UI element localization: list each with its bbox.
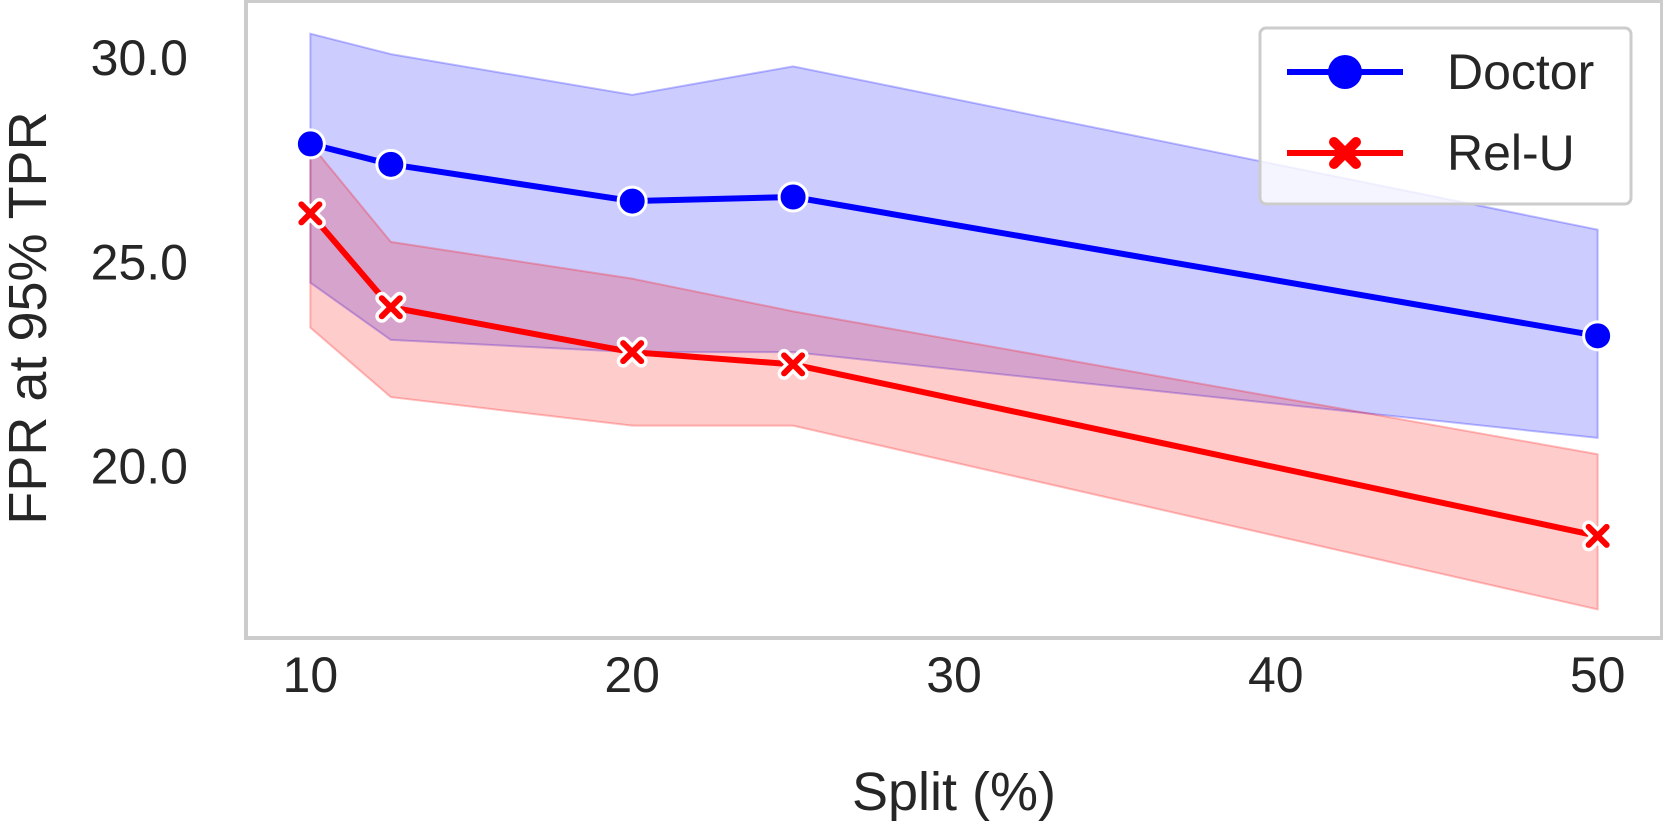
point-doctor-3 — [777, 181, 809, 213]
point-doctor-0 — [294, 128, 326, 160]
x-tick-label-1: 20 — [604, 647, 660, 703]
legend-marker-doctor — [1328, 55, 1362, 89]
legend-marker-rel-u — [1329, 137, 1361, 169]
y-axis-label: FPR at 95% TPR — [0, 111, 58, 524]
legend-label-doctor: Doctor — [1447, 44, 1594, 100]
y-axis-ticks: 20.0 25.0 30.0 — [91, 30, 188, 494]
point-rel-u-2 — [616, 336, 648, 368]
x-tick-label-2: 30 — [926, 647, 982, 703]
point-doctor-1 — [375, 148, 407, 180]
y-tick-label-1: 25.0 — [91, 234, 188, 290]
x-axis-ticks: 10 20 30 40 50 — [283, 647, 1626, 703]
confidence-bands — [309, 32, 1599, 611]
point-rel-u-3 — [777, 348, 809, 380]
legend-item-doctor: Doctor — [1287, 44, 1594, 100]
x-tick-label-3: 40 — [1248, 647, 1304, 703]
point-rel-u-4 — [1582, 520, 1614, 552]
y-tick-label-0: 20.0 — [91, 439, 188, 495]
x-axis-label: Split (%) — [852, 762, 1056, 822]
y-tick-label-2: 30.0 — [91, 30, 188, 86]
point-doctor-2 — [616, 185, 648, 217]
band-rel-u — [309, 141, 1599, 611]
series-markers — [294, 128, 1614, 552]
band-doctor — [309, 32, 1599, 440]
x-tick-label-0: 10 — [283, 647, 339, 703]
point-rel-u-1 — [375, 291, 407, 323]
legend: Doctor Rel-U — [1258, 26, 1633, 206]
point-rel-u-0 — [294, 197, 326, 229]
legend-label-rel-u: Rel-U — [1447, 125, 1575, 181]
x-tick-label-4: 50 — [1570, 647, 1626, 703]
point-doctor-4 — [1582, 320, 1614, 352]
legend-item-rel-u: Rel-U — [1287, 125, 1575, 181]
